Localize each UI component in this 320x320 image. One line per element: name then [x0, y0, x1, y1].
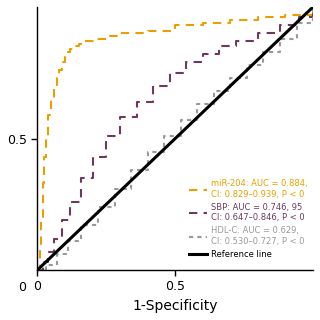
- X-axis label: 1-Specificity: 1-Specificity: [132, 299, 218, 313]
- Text: 0: 0: [18, 281, 26, 294]
- Legend: miR-204: AUC = 0.884,
CI: 0.829–0.939, P < 0, SBP: AUC = 0.746, 95
CI: 0.647–0.8: miR-204: AUC = 0.884, CI: 0.829–0.939, P…: [187, 178, 309, 261]
